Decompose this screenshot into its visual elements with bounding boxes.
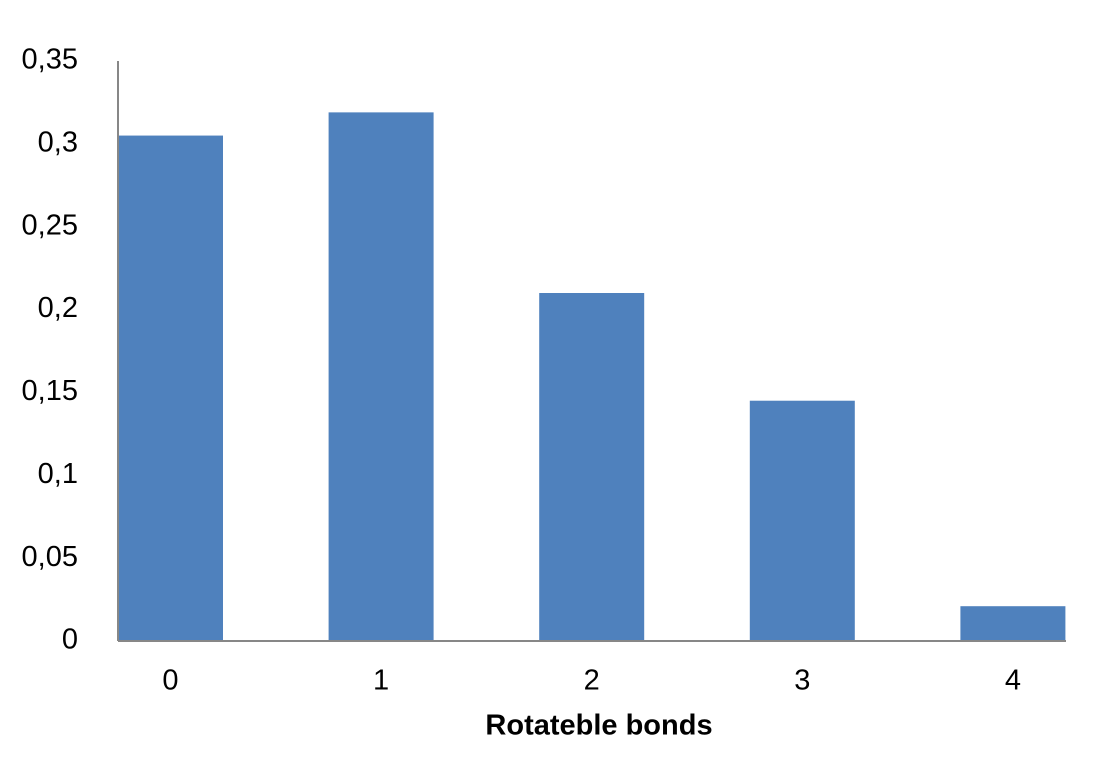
y-tick-label: 0,3 [38,127,78,159]
x-tick-label: 3 [794,665,810,697]
bar [328,112,434,641]
y-tick-label: 0,35 [22,44,78,76]
bar [960,606,1066,641]
y-tick-label: 0,25 [22,209,78,241]
y-tick-label: 0,1 [38,458,78,490]
bar [118,135,223,642]
y-tick-label: 0,2 [38,292,78,324]
y-tick-label: 0,05 [22,541,78,573]
bar [539,293,645,641]
x-axis-title: Rotateble bonds [485,710,712,742]
x-tick-label: 2 [584,665,600,697]
bar [749,400,855,641]
y-tick-label: 0,15 [22,375,78,407]
x-tick-label: 1 [373,665,389,697]
x-tick-label: 4 [1005,665,1021,697]
y-tick-label: 0 [62,624,78,656]
x-tick-label: 0 [162,665,178,697]
